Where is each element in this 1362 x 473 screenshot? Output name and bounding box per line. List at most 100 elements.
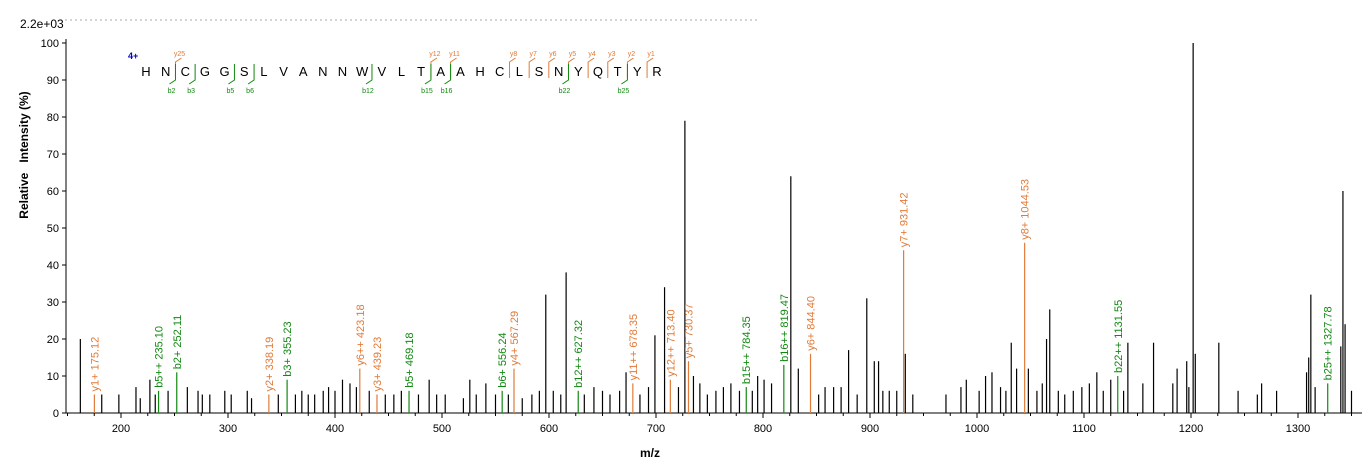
- y-fragment-label: y11: [449, 51, 460, 58]
- x-tick-label: 800: [754, 423, 772, 435]
- b-fragment-label: b15: [421, 88, 433, 95]
- b-fragment-bracket: [444, 64, 452, 85]
- peak-label: y11++ 678.35: [628, 314, 640, 380]
- y-fragment-bracket: [509, 57, 516, 78]
- sequence-residue: G: [200, 64, 210, 79]
- y-fragment-label: y2: [628, 51, 636, 58]
- b-fragment-label: b22: [559, 88, 571, 95]
- sequence-residue: W: [356, 64, 369, 79]
- sequence-residue: N: [338, 64, 347, 79]
- y-fragment-label: y3: [608, 51, 616, 58]
- peak-label: y3+ 439.23: [372, 337, 384, 392]
- sequence-residue: C: [495, 64, 504, 79]
- sequence-residue: Y: [574, 64, 583, 79]
- sequence-residue: L: [398, 64, 405, 79]
- x-axis: 200 300 400 500 600 700 800 900 1000 1100 1200 1300…: [66, 412, 1362, 435]
- b-fragment-bracket: [365, 64, 373, 85]
- peak-label: y5+ 730.37: [683, 303, 695, 358]
- sequence-residue: V: [377, 64, 386, 79]
- y-tick-label: 100: [41, 38, 59, 50]
- b-fragment-bracket: [188, 64, 196, 85]
- y-fragment-bracket: [607, 57, 615, 78]
- y-fragment-label: y6: [549, 51, 557, 58]
- peak-label: y2+ 338.19: [264, 337, 276, 392]
- sequence-residue: H: [141, 64, 150, 79]
- y-fragment-bracket: [646, 57, 654, 78]
- sequence-residue: G: [220, 64, 230, 79]
- y-axis-title: Relative Intensity (%): [17, 91, 31, 218]
- y-tick-label: 30: [47, 297, 59, 309]
- y-tick-label: 40: [47, 260, 59, 272]
- x-tick-label: 1200: [1179, 423, 1203, 435]
- y-fragment-label: y8: [510, 51, 518, 58]
- sequence-residue: S: [535, 64, 544, 79]
- y-axis: 0 10 20 30 40 50 60 70 80 90 100: [41, 38, 67, 420]
- peak-label: b22++ 1131.55: [1113, 300, 1125, 373]
- b-fragment-bracket: [228, 64, 235, 85]
- annotated-peaks: y1+ 175.12 b5++ 235.10 b2+ 252.11 y2+ 338.1…: [89, 179, 1335, 413]
- y-fragment-bracket: [587, 57, 595, 78]
- b-fragment-label: b16: [441, 88, 453, 95]
- y-fragment-bracket: [528, 57, 536, 78]
- x-tick-label: 500: [433, 423, 451, 435]
- y-tick-label: 50: [47, 223, 59, 235]
- b-fragment-label: b12: [362, 88, 374, 95]
- peak-label: y7+ 931.42: [899, 192, 911, 247]
- peak-label: b5++ 235.10: [154, 326, 166, 388]
- x-tick-label: 900: [861, 423, 879, 435]
- sequence-residue: N: [318, 64, 327, 79]
- y-tick-label: 20: [47, 334, 59, 346]
- y-fragment-bracket: [548, 57, 556, 78]
- sequence-residue: R: [652, 64, 661, 79]
- charge-state-label: 4+: [128, 51, 138, 61]
- sequence-residue: A: [456, 64, 465, 79]
- y-fragment-label: y25: [174, 51, 185, 58]
- peak-label: y12++ 713.40: [665, 309, 677, 376]
- y-fragment-label: y5: [569, 51, 577, 58]
- peak-label: b2+ 252.11: [172, 315, 184, 370]
- peak-label: y1+ 175.12: [89, 337, 101, 392]
- peak-label: b25++ 1327.78: [1323, 306, 1335, 380]
- peak-label: y8+ 1044.53: [1020, 179, 1032, 240]
- peak-label: b12++ 627.32: [573, 320, 585, 388]
- y-tick-label: 0: [53, 408, 59, 420]
- y-fragment-label: y7: [529, 51, 537, 58]
- b-fragment-label: b3: [187, 88, 195, 95]
- x-tick-label: 1000: [965, 423, 989, 435]
- peak-label: y6++ 423.18: [355, 304, 367, 365]
- b-fragment-bracket: [169, 64, 176, 85]
- sequence-residue: N: [161, 64, 170, 79]
- b-fragment-bracket: [621, 64, 628, 85]
- x-tick-label: 1300: [1286, 423, 1310, 435]
- x-tick-label: 1100: [1072, 423, 1096, 435]
- sequence-residue: L: [516, 64, 523, 79]
- b-fragment-bracket: [424, 64, 432, 85]
- y-fragment-label: y12: [429, 51, 440, 58]
- b-fragment-label: b6: [246, 88, 254, 95]
- x-tick-label: 200: [112, 423, 130, 435]
- y-tick-label: 80: [47, 112, 59, 124]
- y-tick-label: 70: [47, 149, 59, 161]
- peak-label: b6+ 556.24: [497, 332, 509, 387]
- peak-label: b16++ 819.47: [779, 294, 791, 362]
- y-tick-label: 10: [47, 371, 59, 383]
- sequence-residue: S: [240, 64, 249, 79]
- peak-label: b5+ 469.18: [404, 332, 416, 387]
- b-fragment-label: b25: [618, 88, 630, 95]
- peak-label: b3+ 355.23: [282, 321, 294, 376]
- x-tick-label: 700: [647, 423, 665, 435]
- sequence-residue: V: [279, 64, 288, 79]
- peak-label: b15++ 784.35: [741, 316, 753, 384]
- sequence-residue: A: [436, 64, 445, 79]
- b-fragment-bracket: [562, 64, 569, 85]
- sequence-residue: H: [475, 64, 484, 79]
- sequence-residue: L: [260, 64, 267, 79]
- sequence-residue: Q: [593, 64, 603, 79]
- b-fragment-bracket: [247, 64, 255, 85]
- y-fragment-label: y4: [588, 51, 596, 58]
- sequence-residue: N: [554, 64, 563, 79]
- x-tick-label: 400: [326, 423, 344, 435]
- y-tick-label: 90: [47, 75, 59, 87]
